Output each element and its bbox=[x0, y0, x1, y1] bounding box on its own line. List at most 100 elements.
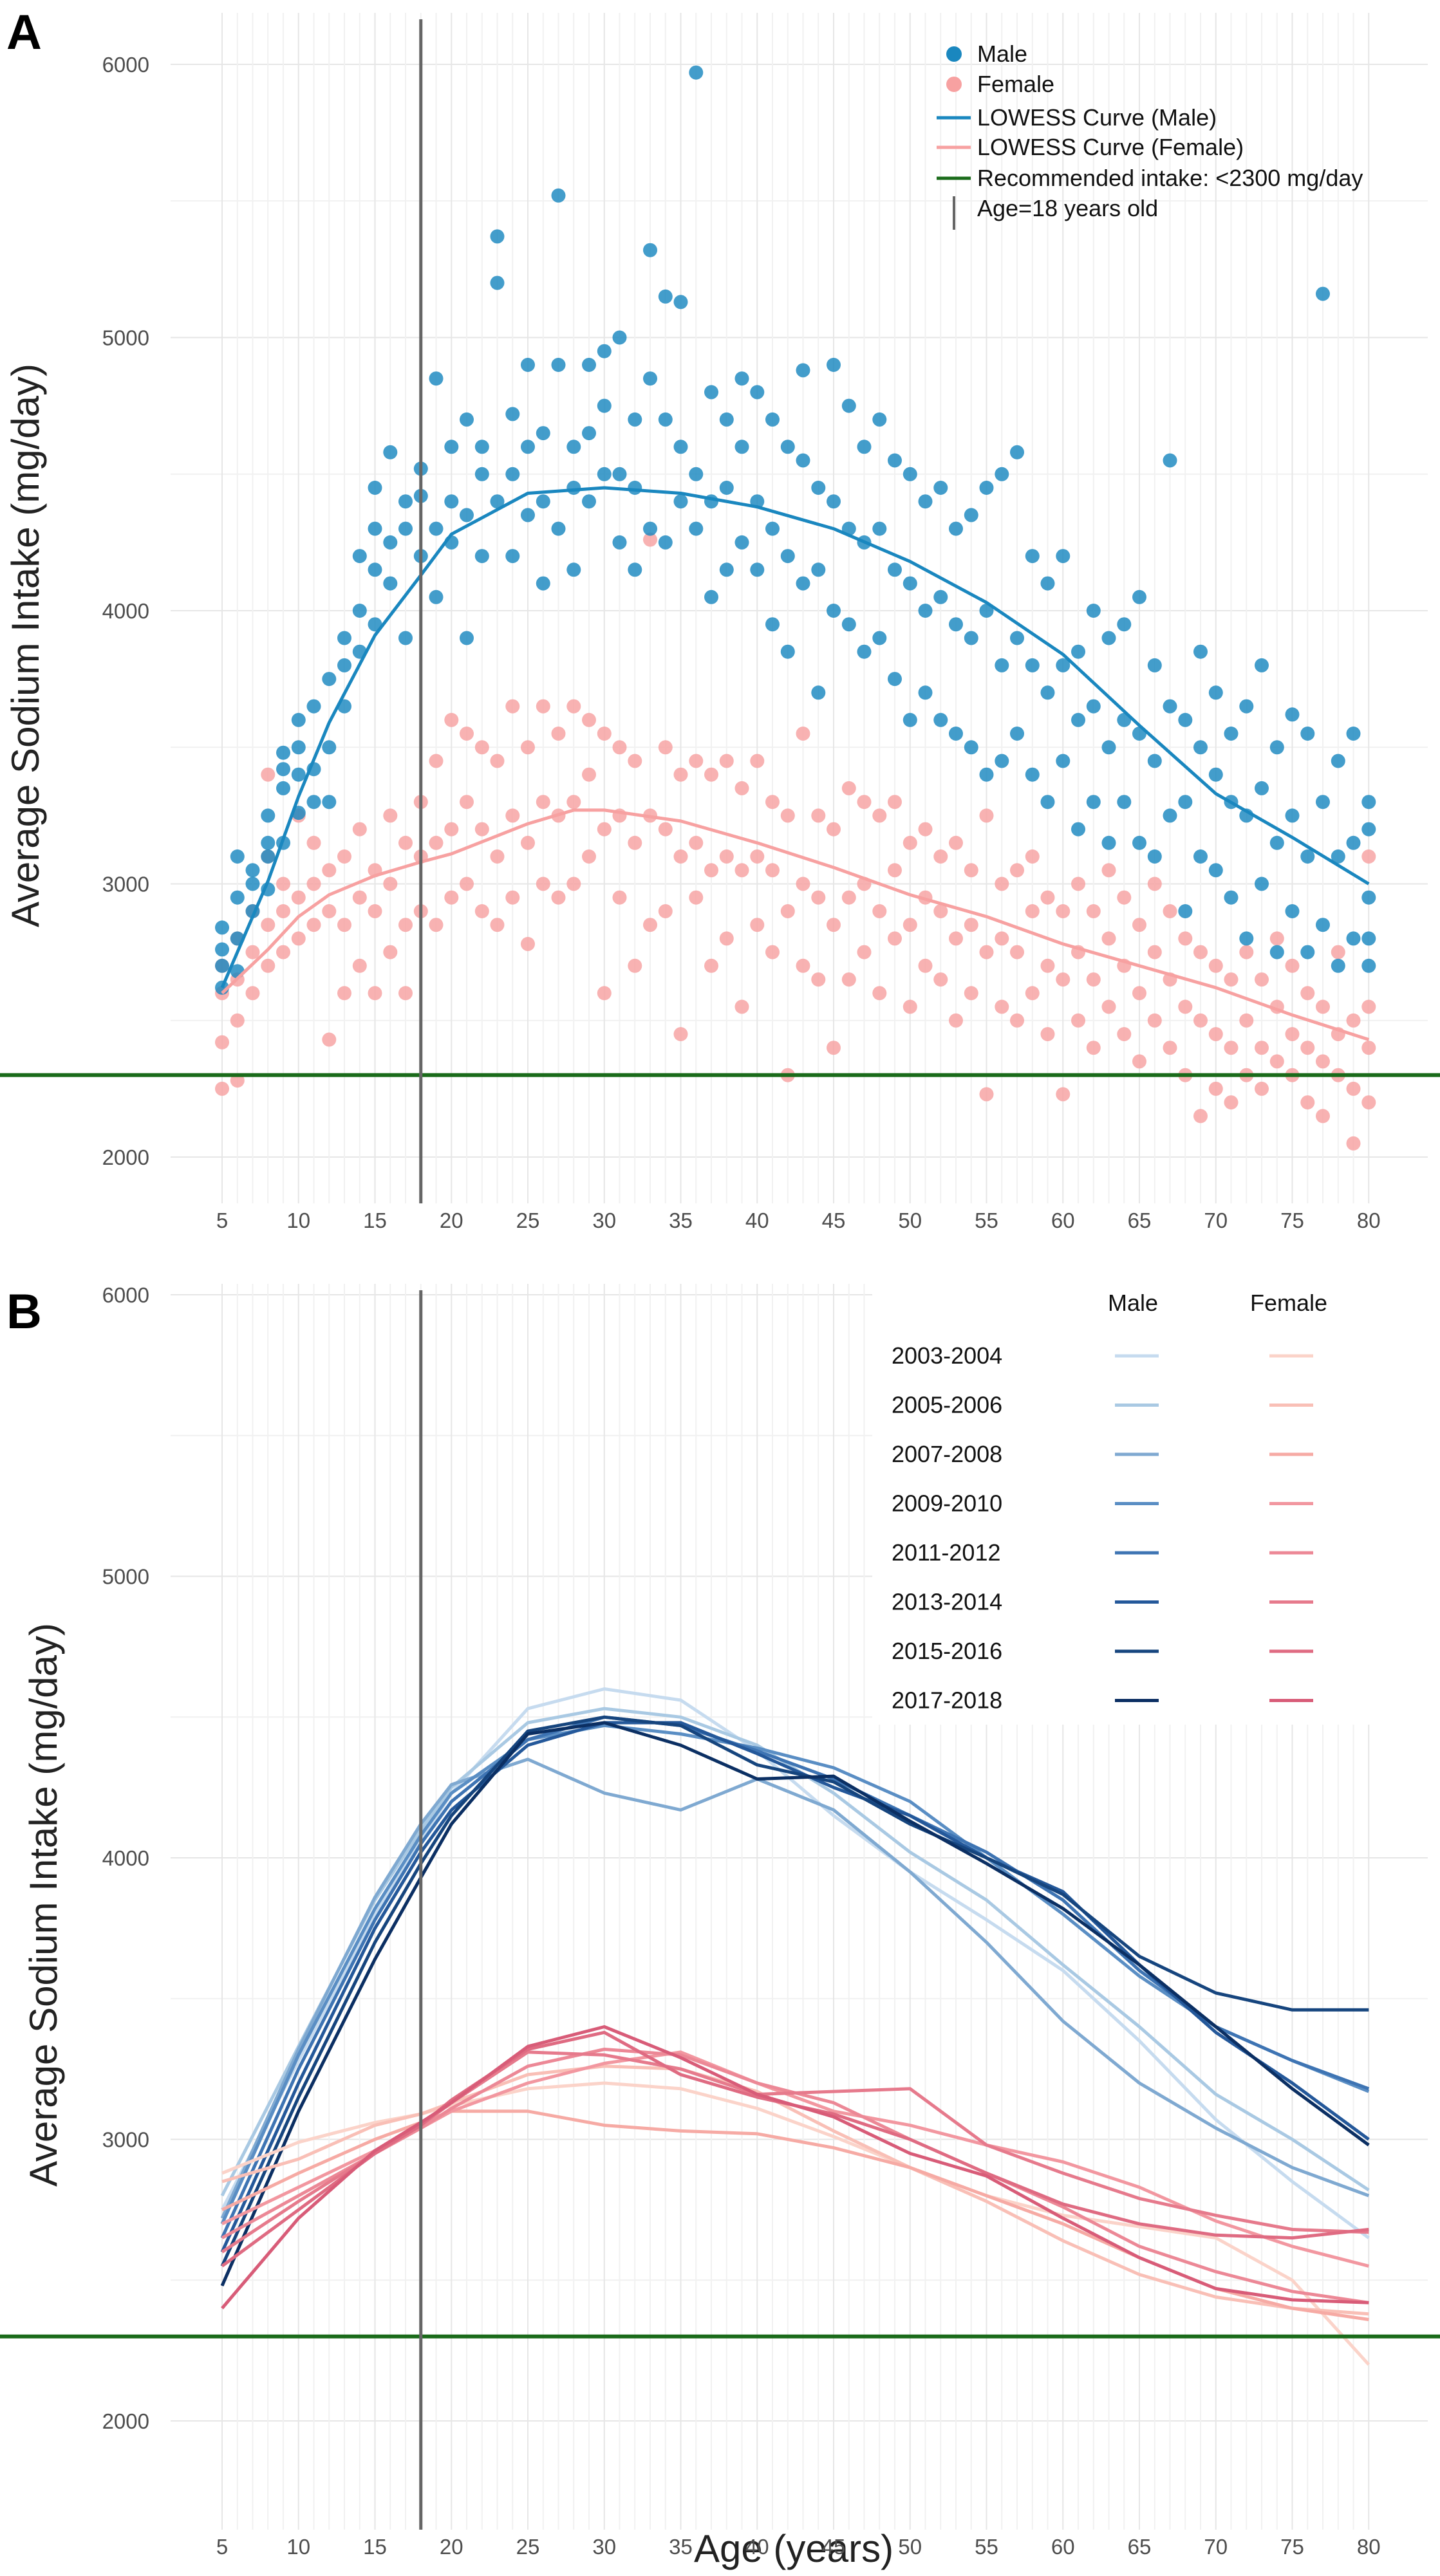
male-point bbox=[1255, 781, 1269, 795]
male-point bbox=[597, 467, 612, 481]
male-point bbox=[490, 275, 505, 290]
female-point bbox=[261, 918, 276, 932]
x-tick-label: 15 bbox=[363, 1209, 387, 1232]
female-point bbox=[1208, 1027, 1223, 1041]
male-point bbox=[551, 358, 566, 372]
female-point bbox=[261, 958, 276, 973]
male-point bbox=[902, 576, 917, 591]
female-point bbox=[1193, 1109, 1208, 1124]
female-point bbox=[827, 918, 841, 932]
female-point bbox=[827, 1041, 841, 1055]
male-point bbox=[1163, 808, 1177, 823]
female-point bbox=[1086, 972, 1101, 987]
female-point bbox=[628, 754, 642, 768]
panel-a-grid bbox=[171, 13, 1428, 1203]
x-tick-label: 80 bbox=[1357, 2535, 1381, 2559]
female-point bbox=[765, 945, 780, 959]
male-point bbox=[536, 426, 550, 441]
panel-b-legend: Male Female 2003-20042005-20062007-20082… bbox=[872, 1281, 1437, 1725]
legend-period-label: 2015-2016 bbox=[892, 1638, 1002, 1664]
female-point bbox=[1285, 958, 1300, 973]
male-point bbox=[673, 295, 688, 310]
male-point bbox=[1086, 604, 1101, 618]
male-point bbox=[1346, 931, 1361, 946]
legend-period-label: 2003-2004 bbox=[892, 1342, 1002, 1369]
male-point bbox=[1224, 727, 1239, 741]
female-point bbox=[811, 808, 826, 823]
male-point bbox=[689, 65, 704, 80]
male-point bbox=[841, 617, 856, 632]
female-point bbox=[1269, 1054, 1284, 1069]
x-tick-label: 60 bbox=[1051, 1209, 1075, 1232]
male-point bbox=[995, 467, 1009, 481]
male-point bbox=[230, 849, 245, 864]
female-point bbox=[291, 890, 306, 905]
male-point bbox=[551, 188, 566, 203]
male-point bbox=[1132, 835, 1146, 850]
panel-b-y-axis-title: Average Sodium Intake (mg/day) bbox=[22, 1623, 65, 2187]
panel-a-x-ticks: 5 10 15 20 25 30 35 40 45 50 55 60 65 70 75 80 bbox=[216, 1209, 1381, 1232]
male-point bbox=[1300, 727, 1315, 741]
male-point bbox=[1071, 644, 1085, 659]
x-tick-label: 70 bbox=[1204, 2535, 1228, 2559]
male-point bbox=[1010, 445, 1024, 459]
x-tick-label: 80 bbox=[1357, 1209, 1381, 1232]
female-point bbox=[551, 890, 566, 905]
female-point bbox=[964, 863, 978, 878]
female-point bbox=[1346, 1136, 1361, 1151]
legend-period-label: 2017-2018 bbox=[892, 1687, 1002, 1714]
female-point bbox=[1025, 904, 1040, 918]
male-point bbox=[673, 440, 688, 454]
female-point bbox=[719, 849, 734, 864]
male-point bbox=[460, 631, 474, 645]
female-point bbox=[734, 999, 749, 1014]
male-point bbox=[306, 795, 321, 810]
x-tick-label: 30 bbox=[592, 2535, 616, 2559]
x-tick-label: 55 bbox=[975, 2535, 998, 2559]
male-point bbox=[261, 808, 276, 823]
female-point bbox=[398, 835, 413, 850]
female-point bbox=[1086, 1041, 1101, 1055]
female-point bbox=[276, 945, 290, 959]
legend-period-label: 2009-2010 bbox=[892, 1490, 1002, 1517]
male-point bbox=[505, 549, 520, 564]
female-point bbox=[1346, 1013, 1361, 1028]
female-point bbox=[1056, 972, 1071, 987]
female-point bbox=[566, 795, 581, 810]
male-point bbox=[949, 617, 963, 632]
male-point bbox=[995, 754, 1009, 768]
panel-b-series-lines bbox=[220, 1687, 1370, 2366]
male-point bbox=[474, 440, 489, 454]
female-point bbox=[276, 876, 290, 891]
male-point bbox=[1208, 767, 1223, 782]
female-point bbox=[1132, 918, 1146, 932]
female-point bbox=[1040, 1027, 1055, 1041]
male-point bbox=[337, 631, 351, 645]
male-point bbox=[291, 740, 306, 755]
female-point bbox=[1300, 986, 1315, 1001]
panel-a-lowess-curves bbox=[220, 486, 1370, 1041]
female-point bbox=[582, 849, 596, 864]
male-point bbox=[368, 617, 382, 632]
female-point bbox=[995, 876, 1009, 891]
female-point bbox=[1316, 1109, 1330, 1124]
male-point bbox=[734, 535, 749, 550]
male-point bbox=[306, 699, 321, 714]
panel-b: B Average Sodium Intake (mg/day) Age (ye… bbox=[0, 1281, 1440, 2570]
female-point bbox=[1056, 1087, 1071, 1102]
male-point bbox=[383, 576, 398, 591]
panel-b-letter: B bbox=[6, 1284, 42, 1339]
male-point bbox=[933, 481, 948, 495]
female-point bbox=[1346, 1081, 1361, 1096]
male-point bbox=[872, 631, 887, 645]
male-point bbox=[474, 549, 489, 564]
female-point bbox=[750, 754, 765, 768]
legend-female-label: Female bbox=[977, 71, 1054, 97]
female-point bbox=[704, 958, 718, 973]
female-point bbox=[1025, 849, 1040, 864]
female-point bbox=[597, 986, 612, 1001]
male-point bbox=[750, 562, 765, 577]
male-point bbox=[1255, 658, 1269, 672]
male-point bbox=[1361, 931, 1376, 946]
male-point bbox=[1361, 958, 1376, 973]
